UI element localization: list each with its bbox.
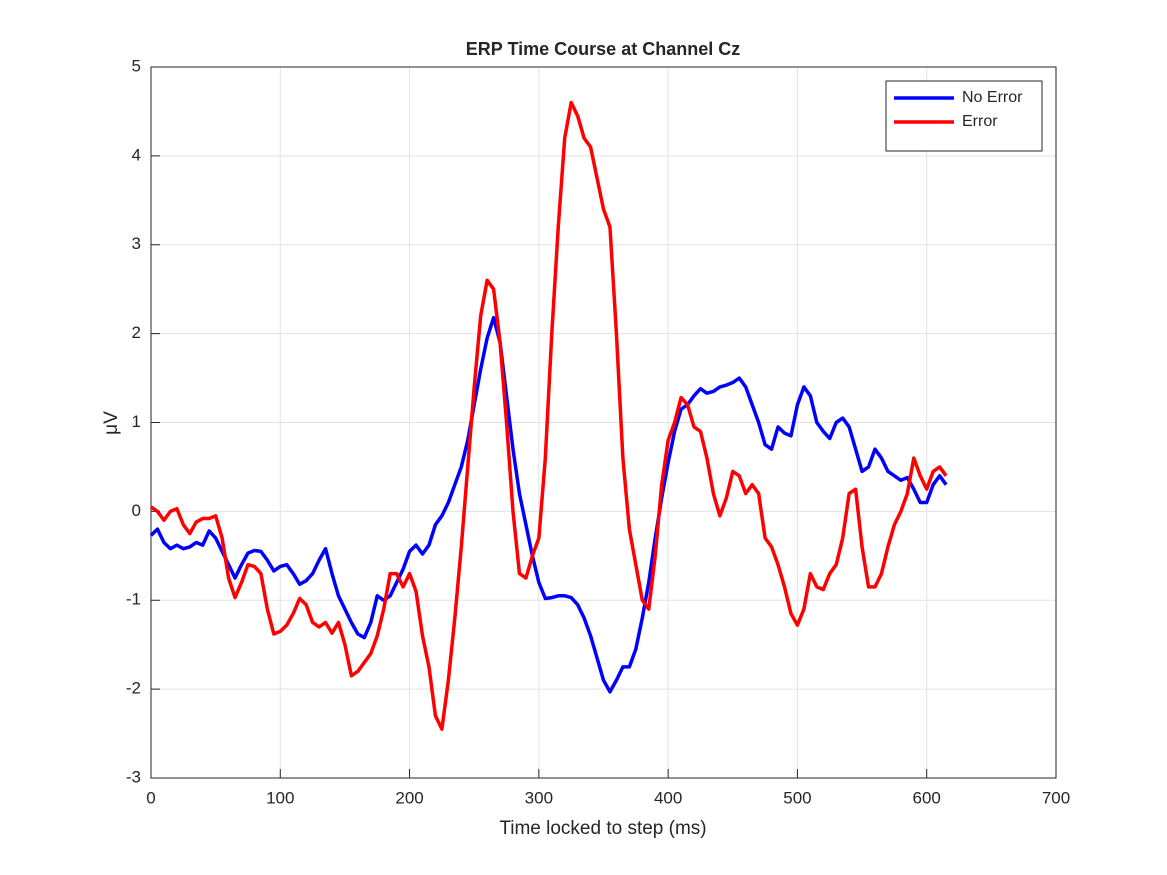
y-tick-label: -2	[126, 679, 141, 698]
y-tick-label: 4	[132, 145, 141, 164]
y-axis-label: μV	[101, 411, 122, 435]
legend-box	[885, 80, 1043, 152]
x-tick-label: 600	[913, 788, 941, 807]
x-tick-label: 0	[146, 788, 155, 807]
data-line	[150, 100, 948, 731]
y-tick-label: -1	[126, 590, 141, 609]
data-line	[149, 315, 948, 694]
legend-label: Error	[962, 113, 998, 130]
x-tick-label: 100	[266, 788, 294, 807]
x-axis-label: Time locked to step (ms)	[499, 818, 706, 839]
x-tick-label: 700	[1042, 788, 1070, 807]
y-tick-label: 3	[132, 234, 141, 253]
legend: No Error Error	[885, 80, 1043, 152]
plot-frame	[150, 66, 1057, 779]
y-tick-label: 1	[132, 412, 141, 431]
y-tick-label: 2	[132, 323, 141, 342]
y-tick-label: 5	[132, 56, 141, 75]
legend-label: No Error	[962, 89, 1023, 106]
chart-title: ERP Time Course at Channel Cz	[466, 39, 740, 59]
x-tick-label: 200	[395, 788, 423, 807]
x-tick-label: 500	[783, 788, 811, 807]
x-tick-label: 400	[654, 788, 682, 807]
y-tick-label: -3	[126, 767, 141, 786]
x-tick-label: 300	[525, 788, 553, 807]
y-tick-label: 0	[132, 501, 141, 520]
